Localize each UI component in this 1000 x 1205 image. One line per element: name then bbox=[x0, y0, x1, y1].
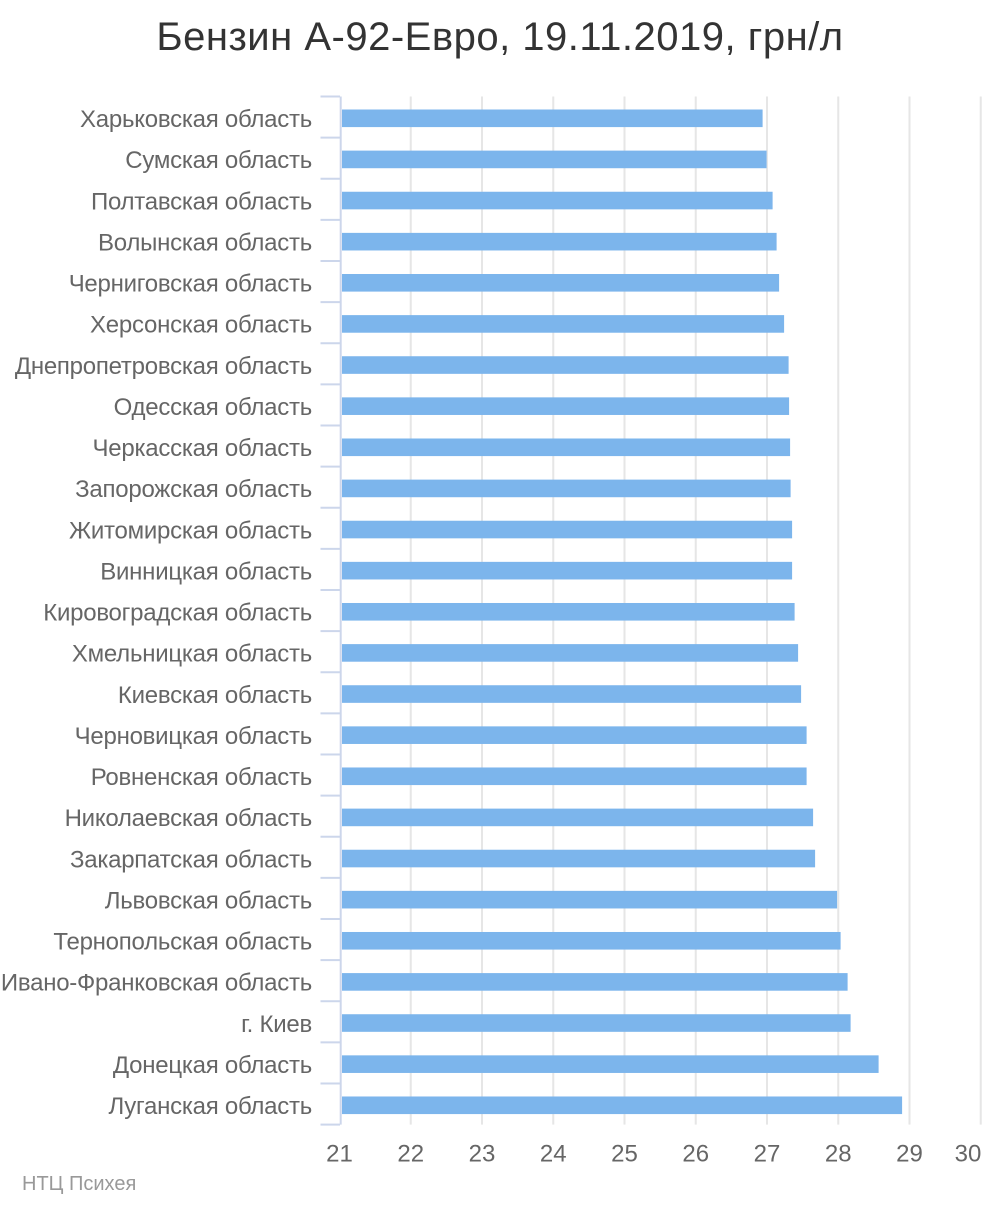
svg-text:Киевская область: Киевская область bbox=[118, 682, 312, 709]
svg-text:Житомирская область: Житомирская область bbox=[69, 517, 312, 544]
svg-text:Кировоградская область: Кировоградская область bbox=[43, 600, 312, 627]
svg-text:23: 23 bbox=[469, 1141, 496, 1168]
svg-text:Ровненская область: Ровненская область bbox=[91, 764, 312, 791]
svg-text:Запорожская область: Запорожская область bbox=[75, 476, 312, 503]
svg-text:Львовская область: Львовская область bbox=[105, 887, 312, 914]
svg-text:Винницкая область: Винницкая область bbox=[100, 558, 312, 585]
svg-text:Волынская область: Волынская область bbox=[98, 229, 312, 256]
svg-text:Луганская область: Луганская область bbox=[109, 1093, 313, 1120]
svg-text:27: 27 bbox=[754, 1141, 781, 1168]
svg-text:Ивано-Франковская область: Ивано-Франковская область bbox=[1, 970, 312, 997]
svg-text:Черновицкая область: Черновицкая область bbox=[75, 723, 312, 750]
svg-text:Днепропетровская область: Днепропетровская область bbox=[15, 353, 312, 380]
svg-text:24: 24 bbox=[540, 1141, 567, 1168]
svg-text:28: 28 bbox=[825, 1141, 852, 1168]
svg-text:Донецкая область: Донецкая область bbox=[113, 1052, 312, 1079]
svg-text:Полтавская область: Полтавская область bbox=[91, 188, 312, 215]
svg-text:Херсонская область: Херсонская область bbox=[90, 312, 312, 339]
svg-text:Бензин А-92-Евро, 19.11.2019,: Бензин А-92-Евро, 19.11.2019, грн/л bbox=[156, 15, 843, 59]
svg-text:21: 21 bbox=[326, 1141, 353, 1168]
svg-text:25: 25 bbox=[611, 1141, 638, 1168]
svg-text:Харьковская область: Харьковская область bbox=[80, 106, 312, 133]
svg-text:НТЦ Психея: НТЦ Психея bbox=[22, 1173, 136, 1195]
svg-text:Черниговская область: Черниговская область bbox=[69, 271, 312, 298]
svg-text:г. Киев: г. Киев bbox=[241, 1011, 312, 1038]
svg-text:Николаевская область: Николаевская область bbox=[65, 805, 312, 832]
svg-text:26: 26 bbox=[682, 1141, 709, 1168]
svg-text:Одесская область: Одесская область bbox=[114, 394, 312, 421]
svg-text:22: 22 bbox=[397, 1141, 424, 1168]
svg-text:Сумская область: Сумская область bbox=[125, 147, 312, 174]
svg-text:Черкасская область: Черкасская область bbox=[93, 435, 312, 462]
svg-text:Хмельницкая область: Хмельницкая область bbox=[72, 641, 312, 668]
svg-text:Закарпатская область: Закарпатская область bbox=[70, 846, 312, 873]
svg-text:30: 30 bbox=[955, 1141, 982, 1168]
svg-text:29: 29 bbox=[896, 1141, 923, 1168]
svg-text:Тернопольская область: Тернопольская область bbox=[53, 929, 312, 956]
